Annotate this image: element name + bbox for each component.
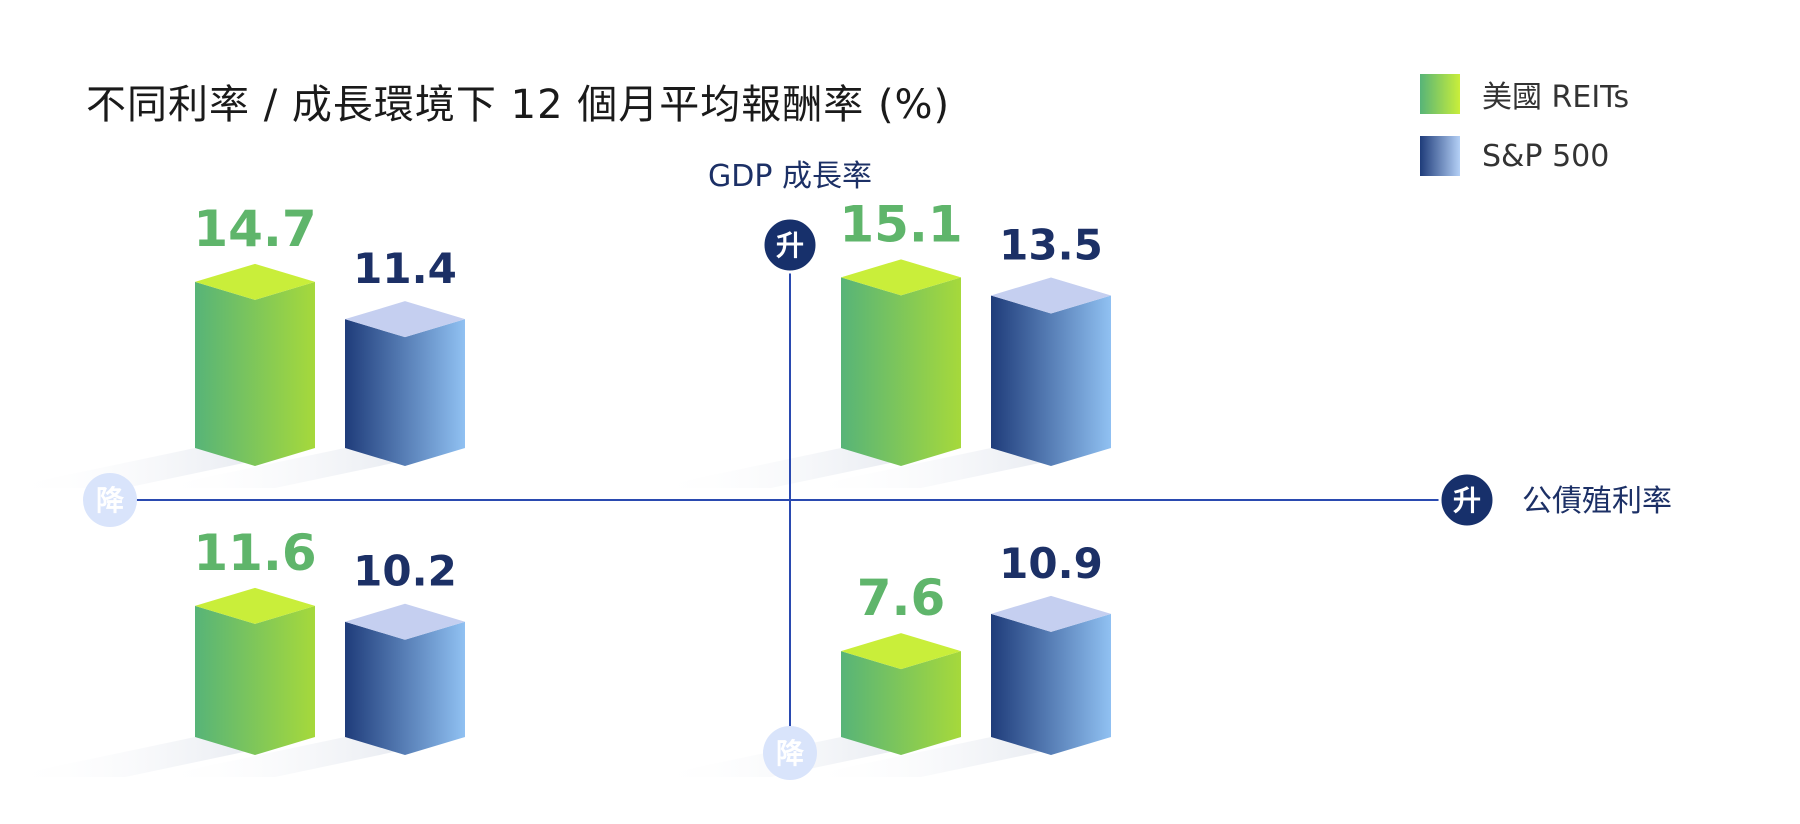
x-axis-label: 公債殖利率	[1522, 484, 1672, 519]
bottom-right-reits-bar	[841, 651, 961, 755]
top-right-reits-bar-top	[841, 259, 961, 296]
legend-label-sp500: S&P 500	[1482, 138, 1610, 174]
top-right-sp500-bar-top	[991, 277, 1111, 314]
bottom-left-reits-value-label: 11.6	[193, 524, 316, 582]
legend-label-reits: 美國 REITs	[1482, 80, 1630, 115]
bottom-left-sp500-value-label: 10.2	[353, 547, 457, 596]
bottom-right-sp500-bar-top	[991, 595, 1111, 632]
chart-title: 不同利率 / 成長環境下 12 個月平均報酬率 (%)	[86, 82, 951, 128]
top-right-sp500-bar	[991, 295, 1111, 466]
y-axis-up-badge-label: 升	[776, 229, 804, 262]
x-axis-up-badge-label: 升	[1453, 484, 1481, 517]
legend-swatch-sp500	[1420, 136, 1460, 176]
legend: 美國 REITs S&P 500	[1420, 72, 1629, 196]
top-left-sp500-bar-top	[345, 301, 465, 338]
bottom-left-reits-bar	[195, 605, 315, 755]
bottom-left-sp500-bar-top	[345, 603, 465, 640]
top-left-reits-bar	[195, 281, 315, 466]
top-left-reits-bar-top	[195, 263, 315, 300]
top-right-sp500-value-label: 13.5	[999, 220, 1103, 269]
bottom-right-sp500-bar	[991, 613, 1111, 755]
y-axis-label: GDP 成長率	[708, 159, 872, 194]
legend-swatch-reits	[1420, 74, 1460, 114]
top-left-reits-value-label: 14.7	[193, 200, 316, 258]
x-axis-down-badge-circle	[83, 473, 137, 527]
bars-layer	[195, 259, 1111, 755]
top-left-sp500-bar	[345, 319, 465, 466]
x-axis-up-badge-circle	[1438, 471, 1496, 529]
bottom-right-reits-bar-top	[841, 633, 961, 670]
x-axis-down-badge-label: 降	[96, 484, 125, 517]
y-axis-down-badge-circle	[763, 726, 817, 780]
bottom-left-reits-bar-top	[195, 587, 315, 624]
bottom-left-sp500-bar	[345, 621, 465, 755]
bottom-right-sp500-value-label: 10.9	[999, 539, 1103, 588]
legend-item-sp500: S&P 500	[1420, 134, 1629, 178]
top-right-reits-value-label: 15.1	[839, 195, 962, 253]
bottom-right-reits-value-label: 7.6	[857, 569, 946, 627]
y-axis-down-badge-label: 降	[776, 737, 805, 770]
legend-item-reits: 美國 REITs	[1420, 72, 1629, 116]
top-right-reits-bar	[841, 277, 961, 466]
y-axis-up-badge-circle	[761, 216, 819, 274]
top-left-sp500-value-label: 11.4	[353, 244, 457, 293]
